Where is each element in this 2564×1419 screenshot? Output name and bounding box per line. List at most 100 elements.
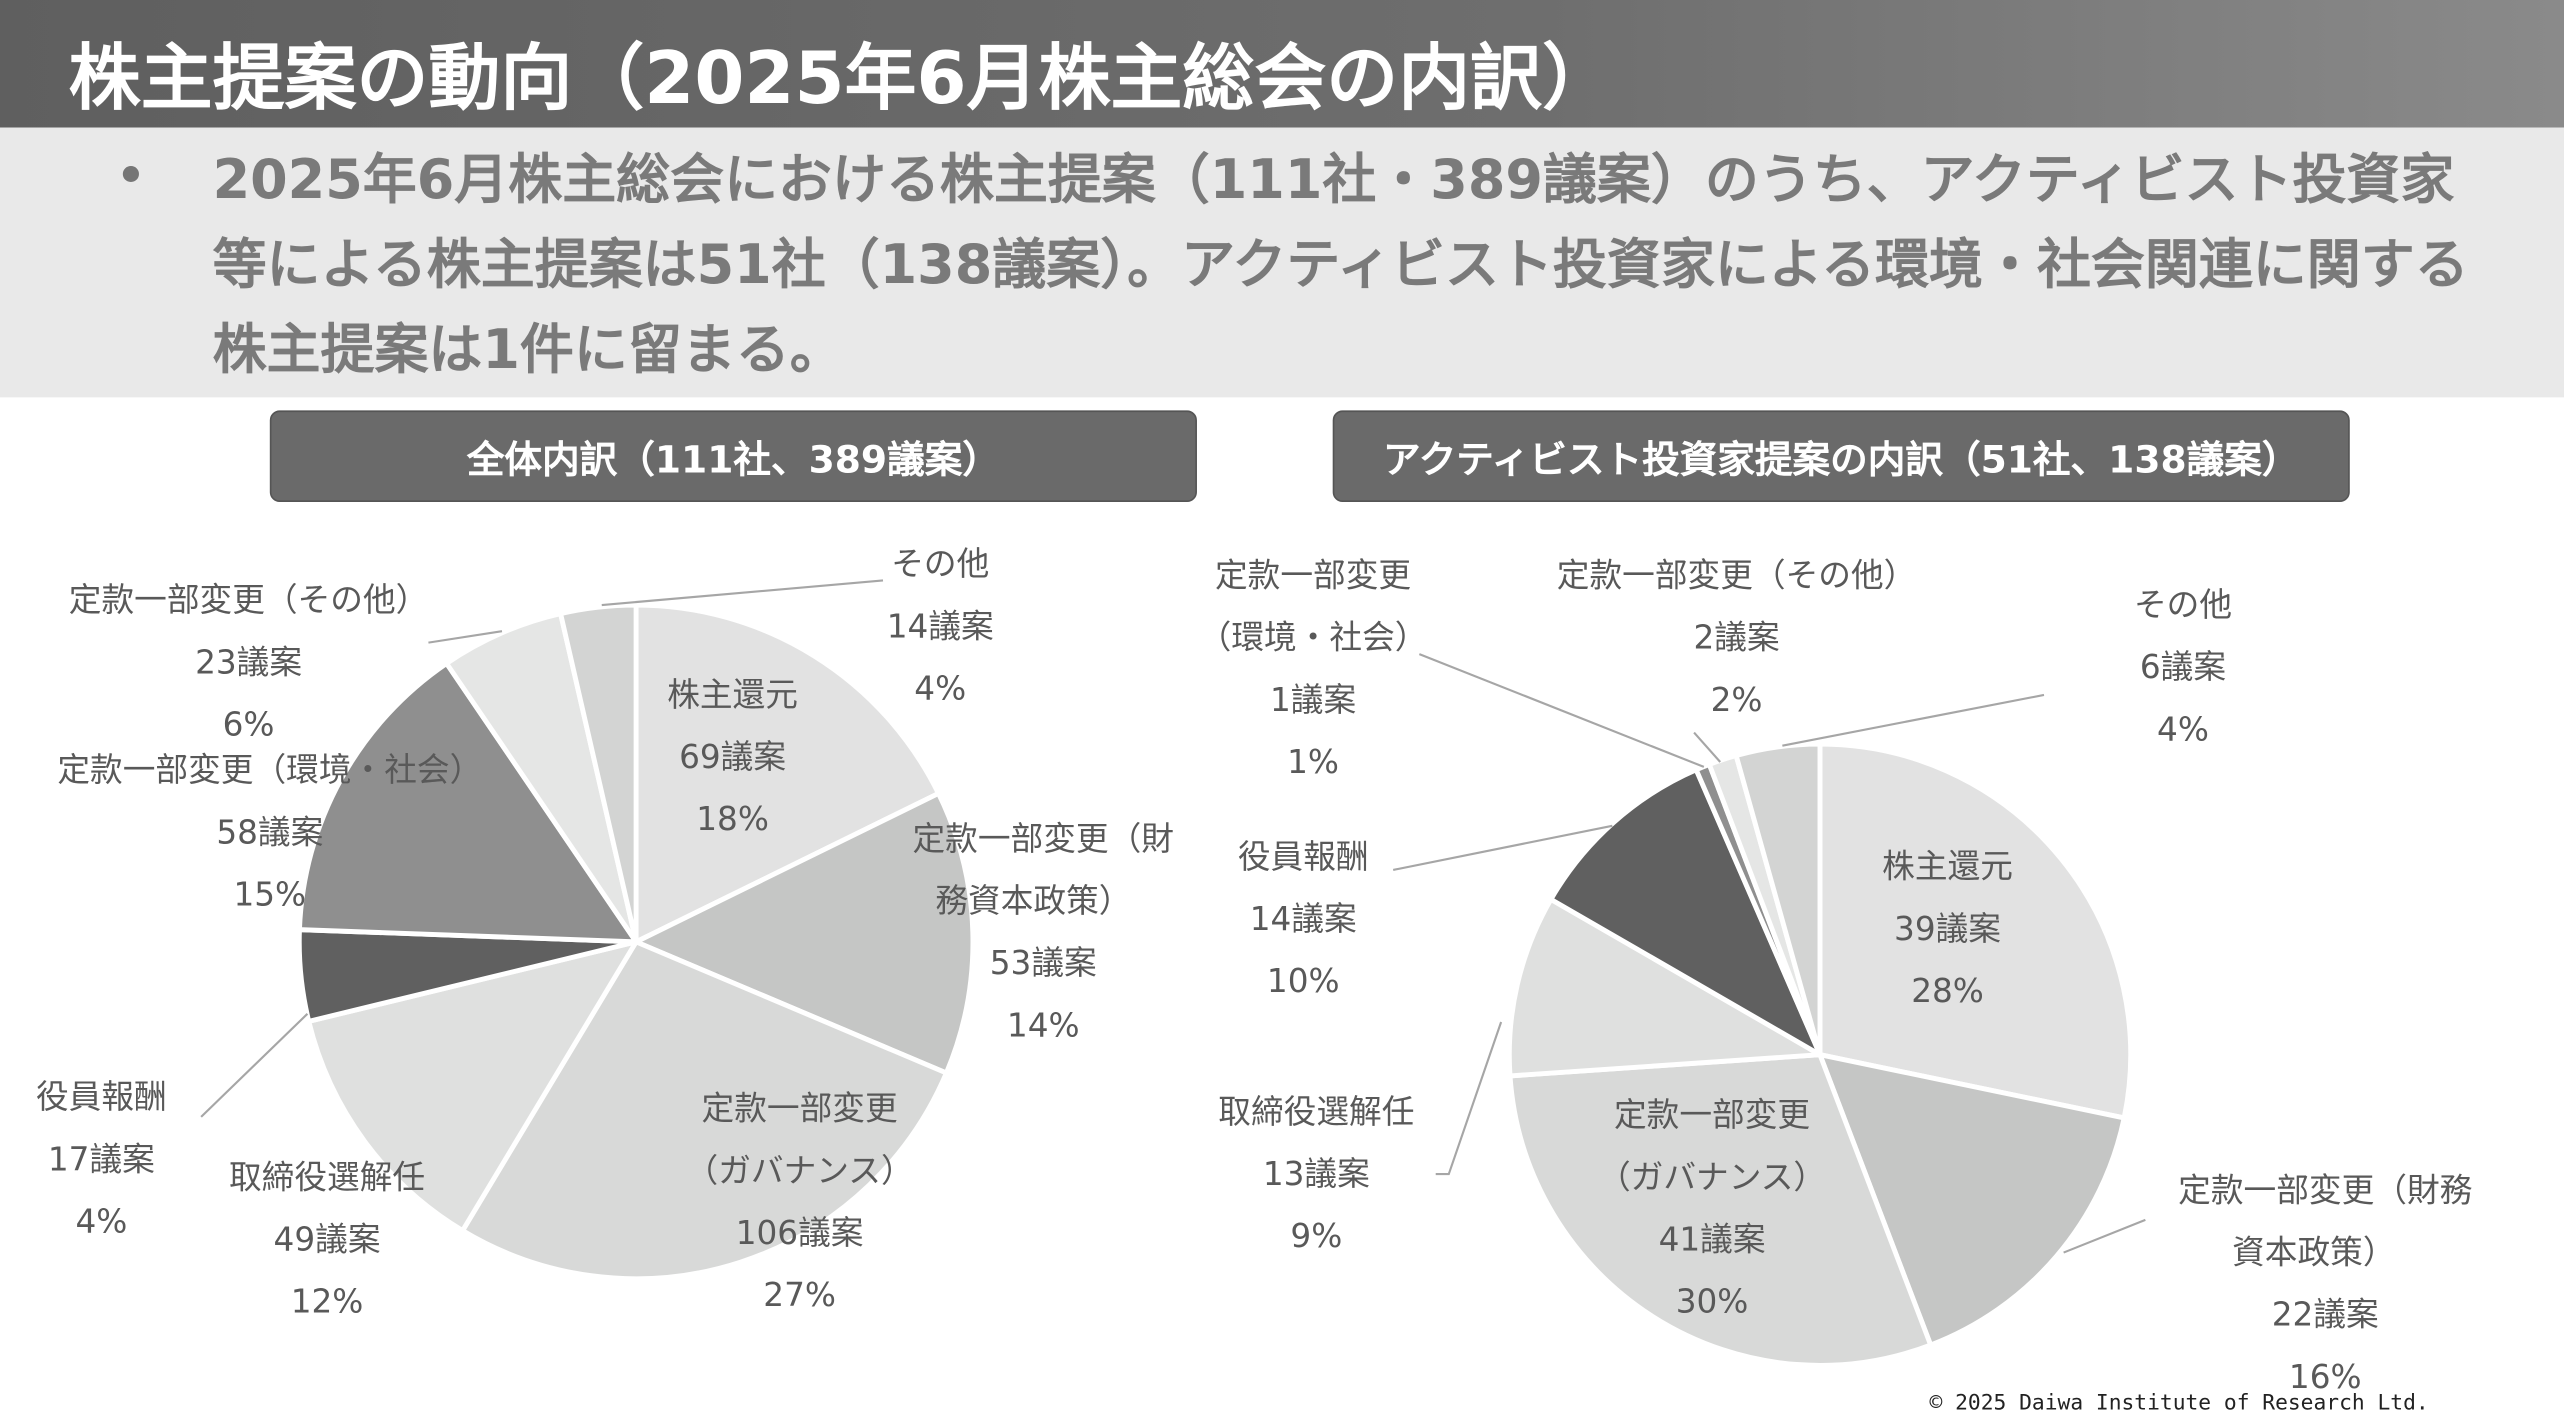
data-label-line: 10% [1267,962,1340,1000]
data-label-line: 14議案 [1250,900,1357,938]
data-label-line: 9% [1290,1217,1342,1255]
pie-slice [1507,1052,1934,1368]
pie-slice [460,939,949,1282]
chart-title-activist: アクティビスト投資家提案の内訳（51社、138議案） [1332,410,2350,503]
data-label-line: その他 [2134,586,2232,624]
data-label-line: 1% [1287,743,1339,781]
data-label: 定款一部変更（その他） 2議案 2% [1557,557,1917,719]
data-label-line: （ガバナンス） [1598,1158,1826,1196]
data-label-line: 役員報酬 [36,1078,167,1116]
title-bar: 株主提案の動向（2025年6月株主総会の内訳） [0,0,2564,128]
data-label-line: 定款一部変更 [1614,1096,1810,1134]
pie-slice [633,790,976,1076]
data-label-line: 49議案 [274,1220,381,1258]
data-label-line: 6議案 [2140,648,2226,686]
leader-line [1435,1021,1503,1176]
data-label-line: 14% [1007,1006,1080,1044]
data-label-line: 1議案 [1270,681,1356,719]
data-label: 役員報酬 14議案 10% [1238,838,1369,1000]
data-label-line: その他 [891,545,989,583]
data-label: 定款一部変更（環境・社会） 58議案 15% [57,751,482,913]
data-label: 取締役選解任 49議案 12% [229,1158,425,1320]
data-label-line: 53議案 [990,944,1097,982]
data-label: 定款一部変更 （環境・社会） 1議案 1% [1199,557,1428,781]
data-label-line: 12% [291,1283,364,1321]
data-label-line: 定款一部変更（その他） [1557,557,1917,595]
data-label: 株主還元 69議案 18% [667,676,798,838]
pie-slice [1548,767,1823,1058]
data-label-line: 15% [233,875,306,913]
leader-line [428,630,503,644]
leader-line [200,1013,309,1118]
data-label: 定款一部変更（その他） 23議案 6% [69,581,429,743]
data-label-line: 13議案 [1263,1155,1370,1193]
data-label-line: 定款一部変更（その他） [69,581,429,619]
data-label: 役員報酬 17議案 4% [36,1078,167,1240]
data-label-line: 17議案 [48,1140,155,1178]
data-label: 定款一部変更 （ガバナンス） 106議案 27% [686,1090,914,1314]
data-label-line: 18% [696,800,769,838]
data-label-line: 取締役選解任 [229,1158,425,1196]
data-label-line: 2議案 [1693,619,1779,657]
data-label-line: 定款一部変更 [702,1090,898,1128]
data-label-line: 4% [914,669,966,707]
data-label-line: 22議案 [2272,1296,2379,1334]
data-label-line: 58議案 [216,813,323,851]
data-label-line: 務資本政策） [935,882,1131,920]
summary-text: 2025年6月株主総会における株主提案（111社・389議案）のうち、アクティビ… [212,147,2469,382]
data-label-line: 定款一部変更（環境・社会） [57,751,482,789]
pie-slice [297,660,639,945]
data-label: その他 14議案 4% [887,545,994,707]
data-label-line: 4% [2157,710,2209,748]
leader-line [1782,693,2045,747]
leader-line [601,579,884,607]
data-label-line: 106議案 [736,1214,864,1252]
data-label-line: 資本政策） [2232,1234,2395,1272]
pie-slice [633,602,941,945]
data-label-line: 役員報酬 [1238,838,1369,876]
data-label-line: 27% [763,1276,836,1314]
data-label-line: 株主還元 [667,676,798,714]
data-label-line: （環境・社会） [1199,619,1428,657]
pie-slice [1817,741,2134,1121]
data-label-line: 23議案 [195,643,302,681]
data-label-line: 4% [75,1202,127,1240]
data-label-line: 株主還元 [1882,848,2013,886]
data-label: 株主還元 39議案 28% [1882,848,2013,1010]
data-label-line: 取締役選解任 [1218,1093,1414,1131]
pie-slice [558,602,639,945]
data-label-line: 30% [1676,1283,1749,1321]
data-label: その他 6議案 4% [2134,586,2232,748]
data-label-line: 16% [2289,1358,2362,1396]
page-title: 株主提案の動向（2025年6月株主総会の内訳） [68,37,1615,122]
data-label-line: 28% [1911,972,1984,1010]
copyright: © 2025 Daiwa Institute of Research Ltd. [1929,1391,2429,1417]
bullet-marker: • [114,143,148,210]
leader-line [2063,1218,2146,1254]
data-label-line: 定款一部変更 [1215,557,1411,595]
leader-line [1392,824,1613,871]
data-label-line: 2% [1711,681,1763,719]
pie-slice [1817,1052,2127,1348]
data-label-line: （ガバナンス） [686,1152,914,1190]
pie-slice [306,939,639,1234]
chart-title-overall: 全体内訳（111社、389議案） [269,410,1197,503]
leader-line [1418,653,1705,768]
data-label-line: 14議案 [887,607,994,645]
data-label-line: 39議案 [1894,910,2001,948]
data-label-line: 定款一部変更（財務 [2178,1171,2472,1209]
leader-line [1693,731,1722,763]
data-label-line: 定款一部変更（財 [913,820,1175,858]
summary-box: • 2025年6月株主総会における株主提案（111社・389議案）のうち、アクテ… [0,127,2564,398]
pie-slice [1506,896,1823,1079]
data-label: 取締役選解任 13議案 9% [1218,1093,1414,1255]
data-label: 定款一部変更 （ガバナンス） 41議案 30% [1598,1096,1826,1320]
data-label-line: 69議案 [679,738,786,776]
pie-slice [1733,741,1823,1058]
